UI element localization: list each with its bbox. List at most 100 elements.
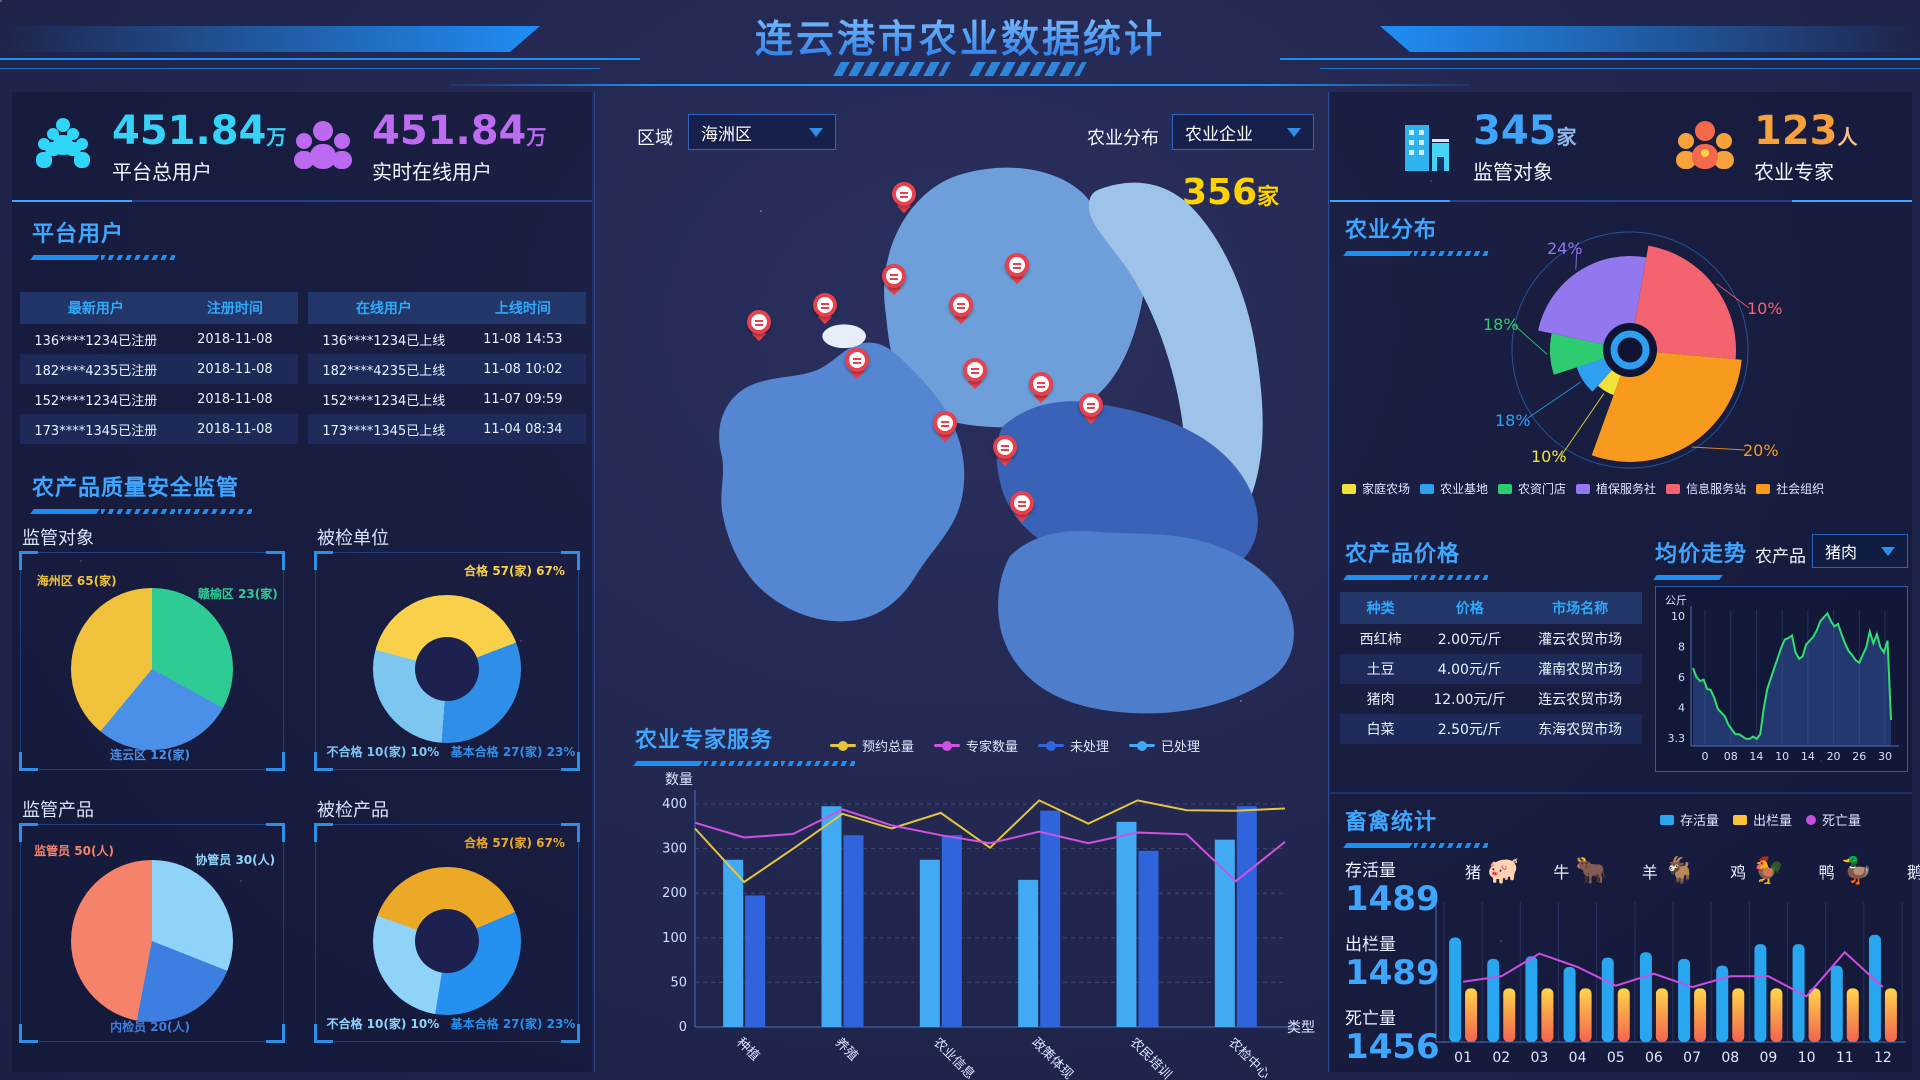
- chart-subtitle: 被检产品: [317, 800, 389, 821]
- rose-pct-label: 24%: [1547, 239, 1583, 258]
- legend-item[interactable]: 专家数量: [934, 736, 1018, 755]
- map-pin[interactable]: [881, 264, 908, 298]
- table-cell: 182****4235已注册: [34, 363, 158, 379]
- section-platform-users: 平台用户: [30, 216, 175, 260]
- bar: [1018, 879, 1039, 1027]
- pin-glyph-icon: [941, 418, 950, 427]
- corner-bracket: [19, 1024, 38, 1043]
- legend-item[interactable]: 死亡量: [1806, 810, 1861, 829]
- legend-item[interactable]: 农资门店: [1498, 480, 1566, 497]
- legend-label: 专家数量: [966, 740, 1019, 755]
- legend-item[interactable]: 未处理: [1038, 736, 1109, 755]
- cattle-icon: 🐂: [1575, 856, 1608, 886]
- map-pin[interactable]: [812, 292, 839, 327]
- pie-slice-label: 海州区 65(家): [36, 574, 117, 589]
- legend-chip: [1666, 483, 1681, 494]
- x-tick-label: 14: [1749, 750, 1763, 763]
- livestock-stat: 死亡量 1456: [1345, 1004, 1440, 1066]
- rose-pct-label: 10%: [1747, 299, 1783, 318]
- legend-item[interactable]: 预约总量: [830, 736, 914, 755]
- legend-item[interactable]: 存活量: [1660, 810, 1719, 829]
- x-tick-label: 0: [1702, 750, 1709, 763]
- map-pin[interactable]: [949, 292, 975, 327]
- stat-value: 123: [1754, 108, 1838, 154]
- legend-item[interactable]: 出栏量: [1733, 810, 1792, 829]
- legend-item[interactable]: 信息服务站: [1666, 480, 1746, 497]
- legend-item[interactable]: 社会组织: [1756, 480, 1824, 497]
- legend-item[interactable]: 家庭农场: [1342, 480, 1410, 497]
- pie-slice-label: 不合格 10(家) 10%: [326, 1017, 440, 1032]
- map-pin[interactable]: [963, 358, 989, 392]
- pin-glyph-icon: [1087, 400, 1096, 409]
- animal-name: 羊: [1641, 863, 1658, 882]
- column-header: 最新用户: [67, 301, 124, 317]
- x-tick-label: 农民培训: [1127, 1035, 1175, 1080]
- table-cell: 136****1234已上线: [322, 333, 446, 349]
- table-row: 152****1234已上线 11-07 09:59: [308, 384, 586, 414]
- rose-pct-label: 20%: [1743, 441, 1779, 460]
- x-tick-label: 30: [1878, 750, 1892, 763]
- y-tick-label: 10: [1671, 610, 1685, 623]
- legend-chip: [1660, 814, 1674, 825]
- map-pin[interactable]: [844, 348, 871, 382]
- map-pin[interactable]: [933, 410, 959, 445]
- stat-unit: 万: [266, 125, 287, 149]
- map-pin[interactable]: [992, 434, 1019, 469]
- dist-select[interactable]: 农业企业: [1172, 114, 1314, 150]
- pie-slice-label: 内检员 20(人): [110, 1019, 190, 1034]
- map-pin[interactable]: [746, 310, 773, 344]
- rose-pct-label: 18%: [1483, 315, 1519, 334]
- legend-item[interactable]: 已处理: [1129, 736, 1200, 755]
- table-cell: 白菜: [1366, 722, 1395, 738]
- column-header: 价格: [1455, 601, 1484, 617]
- map-pin[interactable]: [1079, 392, 1105, 427]
- corner-bracket: [19, 551, 38, 570]
- map-pin[interactable]: [1029, 371, 1055, 406]
- legend-dot: [1046, 740, 1057, 751]
- y-tick-label: 0: [679, 1020, 687, 1035]
- chart-subtitle: 监管对象: [22, 528, 94, 549]
- legend-label: 农业基地: [1440, 482, 1489, 496]
- bar: [1716, 965, 1729, 1042]
- bar: [1639, 952, 1652, 1042]
- column-header: 上线时间: [494, 301, 551, 317]
- table-cell: 136****1234已注册: [34, 333, 158, 349]
- x-tick-label: 06: [1645, 1050, 1663, 1066]
- legend-dot: [1806, 814, 1817, 825]
- table-row: 152****1234已注册 2018-11-08: [20, 384, 298, 414]
- table-row: 西红柿 2.00元/斤 灌云农贸市场: [1340, 624, 1642, 654]
- region-select[interactable]: 海洲区: [688, 114, 836, 150]
- table-cell: 东海农贸市场: [1538, 722, 1623, 738]
- x-tick-label: 09: [1760, 1050, 1778, 1066]
- map-pin[interactable]: [892, 181, 918, 216]
- panel-separator: [594, 92, 595, 1072]
- chicken-icon: 🐓: [1752, 856, 1785, 886]
- table-row: 182****4235已注册 2018-11-08: [20, 354, 298, 384]
- chart-box-监管对象: 海州区 65(家) 赣榆区 23(家) 连云区 12(家): [19, 551, 285, 771]
- livestock-stat-label: 出栏量: [1345, 935, 1396, 955]
- legend-item[interactable]: 农业基地: [1420, 480, 1488, 497]
- table-row: 173****1345已上线 11-04 08:34: [308, 414, 586, 444]
- column-header: 注册时间: [206, 301, 263, 317]
- pin-glyph-icon: [754, 318, 763, 327]
- trend-select[interactable]: 猪肉: [1812, 534, 1908, 568]
- pin-glyph-icon: [1037, 379, 1046, 388]
- goat-icon: 🐐: [1663, 856, 1697, 886]
- map-pin[interactable]: [1004, 253, 1031, 287]
- pin-glyph-icon: [1000, 442, 1009, 451]
- title-underline: [1653, 575, 1747, 580]
- chevron-down-icon: [1287, 127, 1301, 137]
- pig-icon: 🐖: [1487, 856, 1520, 886]
- donut-hole: [415, 909, 479, 973]
- page-title: 连云港市农业数据统计: [0, 8, 1920, 63]
- x-tick-label: 12: [1874, 1050, 1892, 1066]
- chart-box-被检产品: 合格 57(家) 67% 基本合格 27(家) 23% 不合格 10(家) 10%: [314, 823, 580, 1043]
- corner-bracket: [314, 1024, 333, 1043]
- stat-value: 345: [1473, 108, 1557, 154]
- map-pin[interactable]: [1009, 491, 1036, 525]
- title-underline: [1343, 251, 1488, 256]
- y-tick-label: 100: [662, 931, 687, 946]
- legend-item[interactable]: 植保服务社: [1576, 480, 1656, 497]
- bar: [843, 835, 864, 1027]
